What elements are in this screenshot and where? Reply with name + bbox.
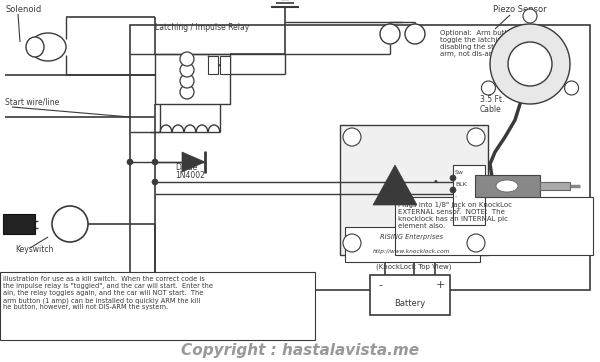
Text: BLK: BLK <box>455 182 467 187</box>
Circle shape <box>180 85 194 99</box>
Bar <box>3 214 35 234</box>
Polygon shape <box>182 152 205 172</box>
Text: •: • <box>432 177 438 187</box>
Bar <box>130 25 590 290</box>
Circle shape <box>467 234 485 252</box>
Bar <box>370 275 450 315</box>
Text: Start wire/line: Start wire/line <box>5 97 59 106</box>
Circle shape <box>450 175 456 181</box>
Text: RISING Enterprises: RISING Enterprises <box>380 234 443 240</box>
Text: Sw: Sw <box>455 170 464 175</box>
Text: 3.5 Ft.: 3.5 Ft. <box>480 96 505 105</box>
Text: -: - <box>378 280 382 290</box>
Circle shape <box>152 159 158 165</box>
Ellipse shape <box>496 180 518 192</box>
Bar <box>0 340 600 362</box>
Bar <box>340 125 488 255</box>
Bar <box>155 54 230 104</box>
Bar <box>475 175 540 197</box>
Bar <box>395 197 593 255</box>
Circle shape <box>565 81 578 95</box>
Bar <box>453 165 485 225</box>
Circle shape <box>405 24 425 44</box>
Text: Keyswitch: Keyswitch <box>15 245 53 254</box>
Text: Cable: Cable <box>480 105 502 114</box>
Bar <box>208 56 218 74</box>
Text: Copyright : hastalavista.me: Copyright : hastalavista.me <box>181 344 419 358</box>
Circle shape <box>508 42 552 86</box>
Text: -: - <box>455 194 457 199</box>
Circle shape <box>467 128 485 146</box>
Text: Battery: Battery <box>394 299 425 307</box>
Circle shape <box>481 81 496 95</box>
Circle shape <box>343 234 361 252</box>
Circle shape <box>127 159 133 165</box>
Bar <box>0 272 315 340</box>
Bar <box>540 182 570 190</box>
Text: +: + <box>436 280 445 290</box>
Circle shape <box>523 9 537 23</box>
Text: Diode: Diode <box>175 164 197 173</box>
Circle shape <box>343 128 361 146</box>
Circle shape <box>450 187 456 193</box>
Circle shape <box>180 74 194 88</box>
Text: Optional:  Arm button.  Will
toggle the latching relay ONCE
disabling the starte: Optional: Arm button. Will toggle the la… <box>440 30 548 57</box>
Ellipse shape <box>30 33 66 61</box>
Circle shape <box>380 24 400 44</box>
Circle shape <box>490 24 570 104</box>
Circle shape <box>52 206 88 242</box>
Circle shape <box>180 52 194 66</box>
Text: Piezo Sensor: Piezo Sensor <box>493 5 547 14</box>
Text: Plugs into 1/8" jack on KnockLoc
EXTERNAL sensor.  NOTE:  The
knocklock has an I: Plugs into 1/8" jack on KnockLoc EXTERNA… <box>398 202 512 229</box>
Bar <box>220 56 230 74</box>
Text: Latching / Impulse Relay: Latching / Impulse Relay <box>155 22 249 31</box>
Text: 1N4002: 1N4002 <box>175 172 205 181</box>
Text: illustration for use as a kill switch.  When the correct code is
the impulse rel: illustration for use as a kill switch. W… <box>3 276 213 311</box>
Ellipse shape <box>26 37 44 57</box>
Text: (KnockLock Top View): (KnockLock Top View) <box>376 263 452 269</box>
Polygon shape <box>373 165 417 205</box>
Text: Solenoid: Solenoid <box>5 5 41 14</box>
Bar <box>345 227 480 262</box>
Text: http://www.knocklock.com: http://www.knocklock.com <box>373 249 451 254</box>
Text: +: + <box>455 206 460 211</box>
Circle shape <box>152 179 158 185</box>
Circle shape <box>180 63 194 77</box>
